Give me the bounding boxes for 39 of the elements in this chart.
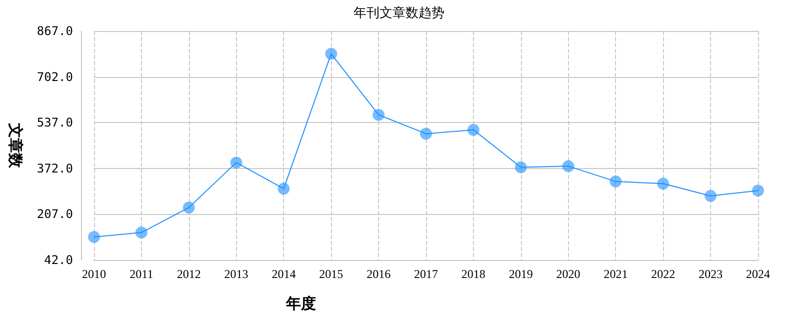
y-tick-label: 207.0	[36, 207, 73, 222]
x-tick-label: 2014	[272, 267, 296, 281]
point	[278, 182, 290, 195]
y-tick-label: 702.0	[36, 70, 73, 84]
point	[514, 161, 527, 174]
point	[420, 128, 432, 140]
point	[135, 226, 148, 239]
y-tick-label: 537.0	[36, 116, 73, 130]
x-tick-label: 2011	[130, 267, 154, 281]
y-tick-label: 372.0	[36, 161, 73, 176]
x-tick-label: 2019	[508, 267, 533, 281]
y-tick-label: 42.0	[44, 253, 73, 267]
x-tick-label: 2023	[698, 267, 723, 281]
x-axis-title: 年度	[285, 294, 316, 312]
point	[182, 202, 195, 214]
x-tick-label: 2013	[224, 267, 248, 281]
x-tick-label: 2017	[414, 267, 438, 281]
point	[610, 175, 622, 188]
x-tick-label: 2015	[319, 267, 344, 281]
x-tick-label: 2016	[366, 267, 391, 281]
x-tick-label: 2024	[746, 267, 770, 281]
point	[467, 124, 480, 136]
point	[562, 160, 574, 172]
point	[88, 230, 100, 243]
y-tick-label: 867.0	[36, 24, 73, 38]
x-tick-label: 2012	[176, 267, 201, 281]
y-axis-title: 文章数	[6, 122, 24, 169]
x-tick-label: 2010	[82, 267, 106, 281]
point	[372, 108, 385, 121]
point	[657, 178, 670, 190]
x-tick-label: 2018	[461, 267, 486, 281]
point	[230, 156, 242, 169]
x-tick-label: 2020	[556, 267, 580, 281]
x-tick-label: 2022	[651, 267, 676, 281]
point	[704, 190, 717, 202]
point	[325, 48, 338, 60]
chart-title: 年刊文章数趋势	[354, 6, 444, 21]
x-tick-label: 2021	[604, 267, 628, 281]
point	[752, 184, 764, 197]
